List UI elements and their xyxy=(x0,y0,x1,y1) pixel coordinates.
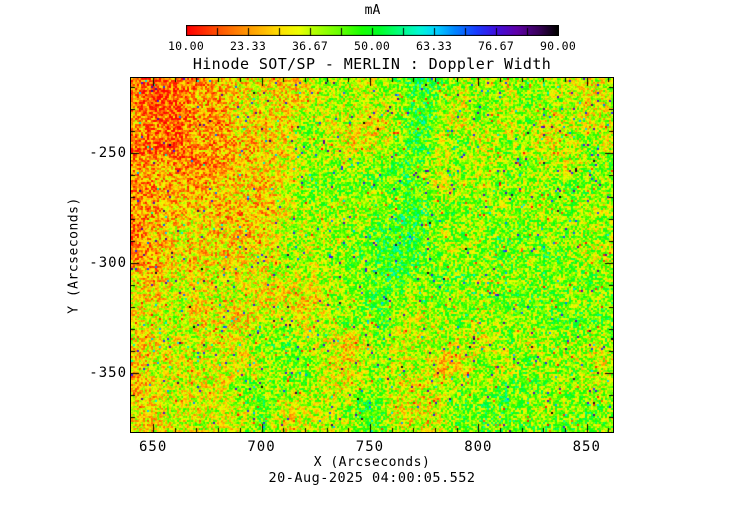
colorbar-tick-label: 63.33 xyxy=(415,39,453,53)
colorbar-tick-label: 10.00 xyxy=(167,39,205,53)
y-axis-tick-label: -250 xyxy=(89,145,127,162)
y-axis-tick-label: -300 xyxy=(89,255,127,272)
x-axis-tick-label: 850 xyxy=(572,439,601,455)
x-axis-tick-label: 700 xyxy=(247,439,276,455)
colorbar xyxy=(186,25,559,36)
colorbar-tick-label: 90.00 xyxy=(539,39,577,53)
y-axis-tick-label: -350 xyxy=(89,365,127,382)
colorbar-unit-label: mA xyxy=(364,3,381,18)
colorbar-tick-label: 76.67 xyxy=(477,39,515,53)
colorbar-tick-label: 50.00 xyxy=(353,39,391,53)
colorbar-tick-label: 36.67 xyxy=(291,39,329,53)
observation-timestamp: 20-Aug-2025 04:00:05.552 xyxy=(268,470,476,486)
x-axis-label: X (Arcseconds) xyxy=(313,455,431,470)
x-axis-tick-label: 800 xyxy=(464,439,493,455)
colorbar-tick-label: 23.33 xyxy=(229,39,267,53)
x-axis-tick-label: 650 xyxy=(138,439,168,455)
x-axis-tick-label: 750 xyxy=(355,439,385,455)
doppler-width-heatmap xyxy=(131,78,613,432)
plot-title: Hinode SOT/SP - MERLIN : Doppler Width xyxy=(192,55,552,73)
plot-frame xyxy=(130,77,614,433)
